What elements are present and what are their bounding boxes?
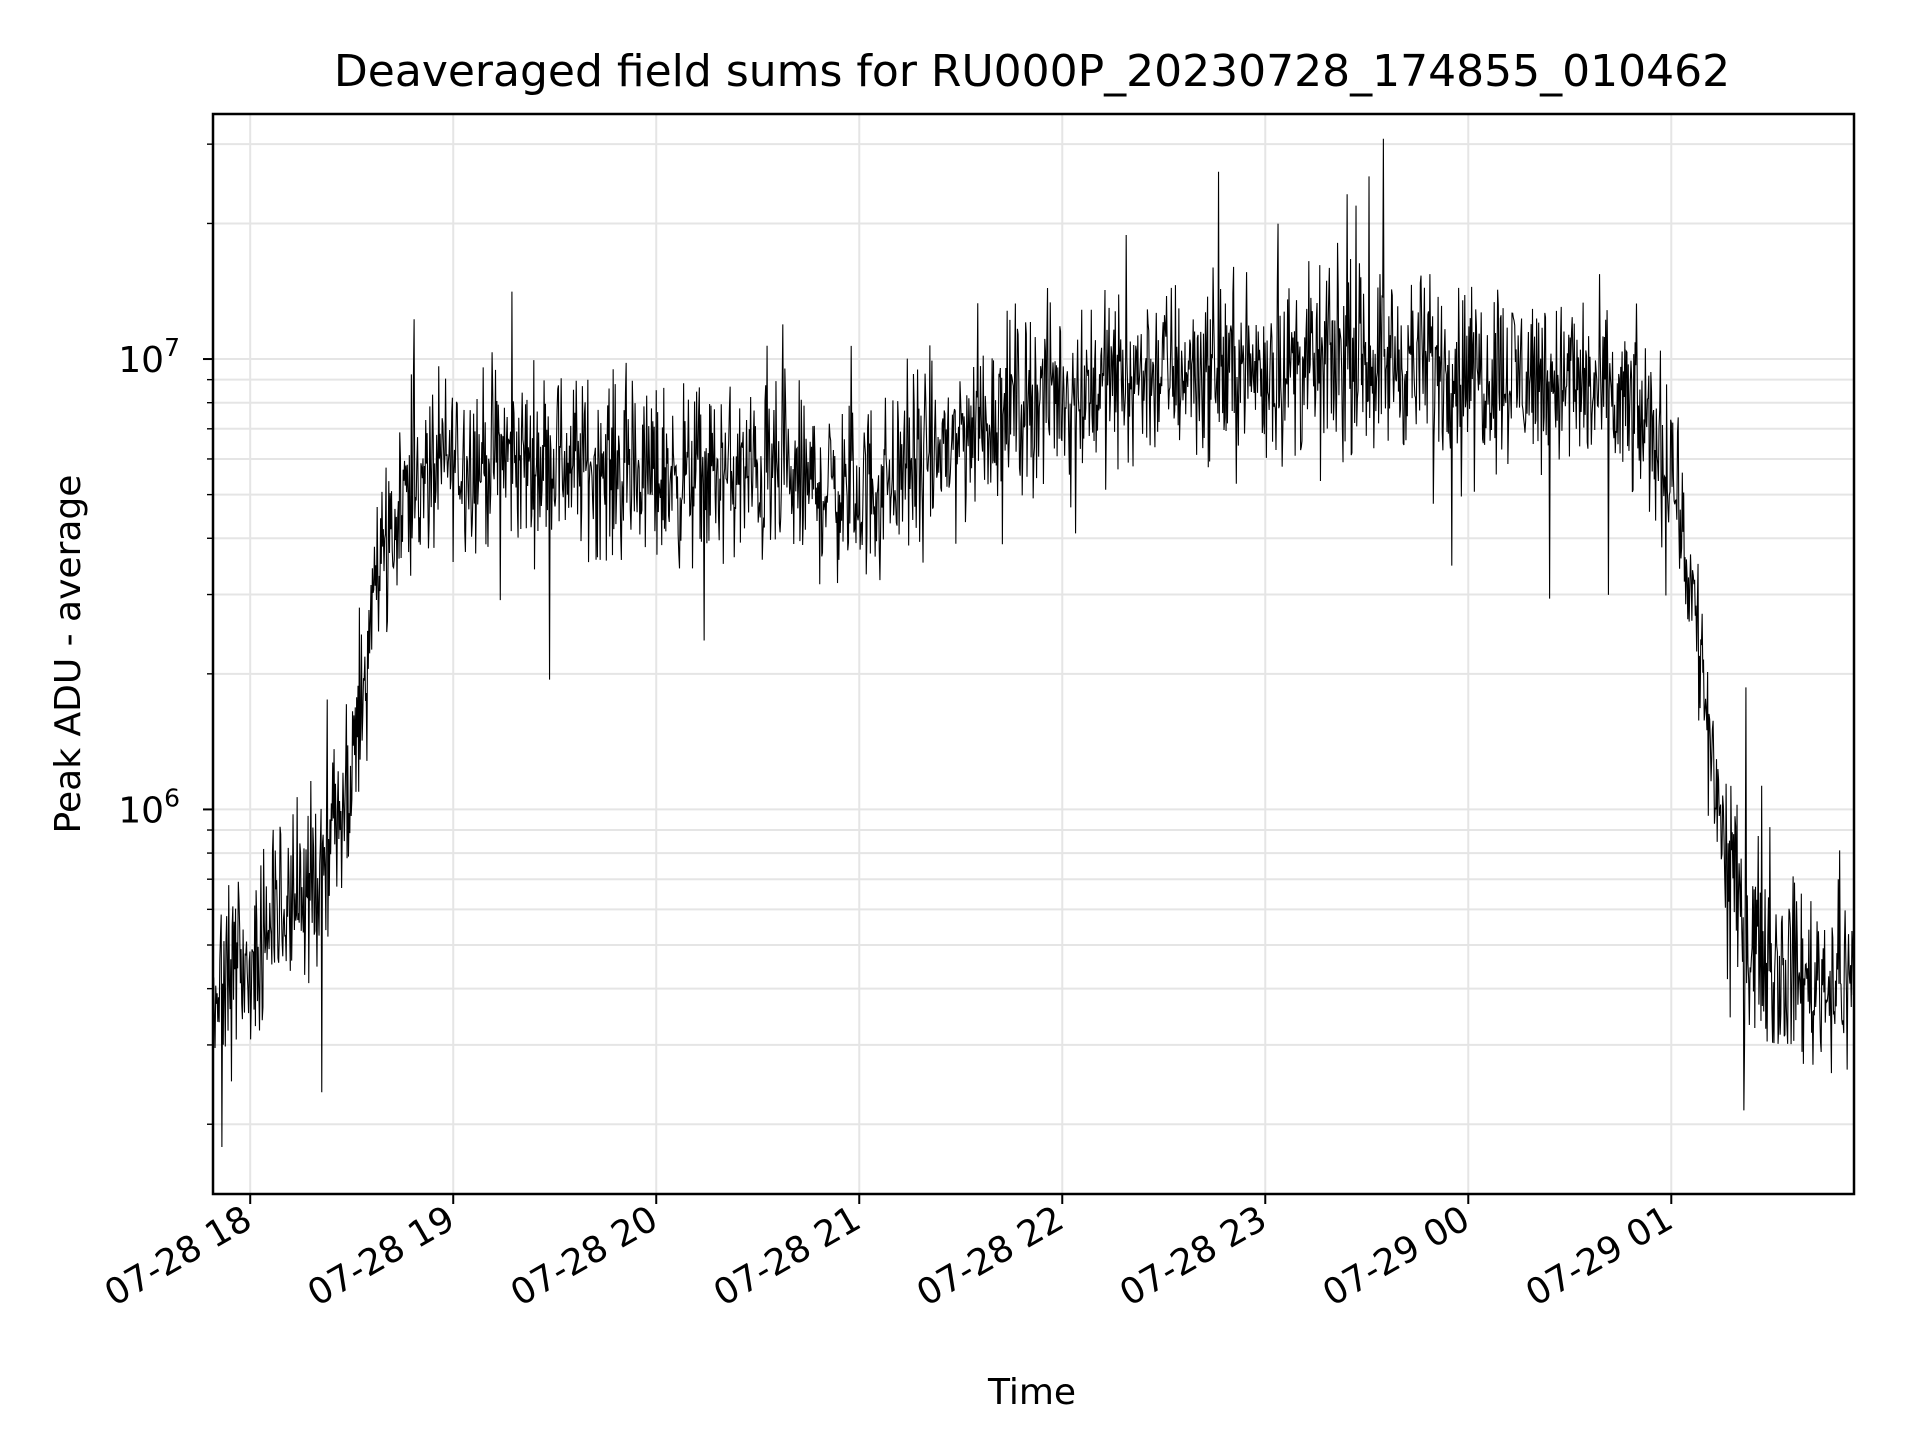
x-axis: 07-28 18 07-28 19 07-28 20 07-28 21 07-28 22… bbox=[98, 1194, 1680, 1315]
chart-title: Deaveraged field sums for RU000P_2023072… bbox=[334, 46, 1730, 97]
series-line bbox=[212, 138, 1855, 1148]
x-tick-label: 07-28 21 bbox=[707, 1198, 868, 1314]
x-tick-label: 07-28 22 bbox=[910, 1198, 1071, 1314]
grid bbox=[213, 114, 1854, 1194]
x-axis-label: Time bbox=[987, 1372, 1076, 1413]
x-tick-label: 07-28 19 bbox=[301, 1198, 462, 1314]
series bbox=[212, 138, 1855, 1148]
x-tick-label: 07-29 01 bbox=[1519, 1198, 1680, 1314]
x-tick-label: 07-29 00 bbox=[1316, 1198, 1477, 1314]
x-tick-label: 07-28 18 bbox=[98, 1198, 259, 1314]
plot-frame bbox=[211, 112, 1856, 1196]
y-axis-label: Peak ADU - average bbox=[48, 475, 89, 834]
y-tick-label: 107 bbox=[118, 333, 180, 381]
y-axis: 106 107 bbox=[118, 143, 213, 1125]
x-tick-label: 07-28 23 bbox=[1113, 1198, 1274, 1314]
y-tick-label: 106 bbox=[118, 783, 180, 831]
x-tick-label: 07-28 20 bbox=[504, 1198, 665, 1314]
